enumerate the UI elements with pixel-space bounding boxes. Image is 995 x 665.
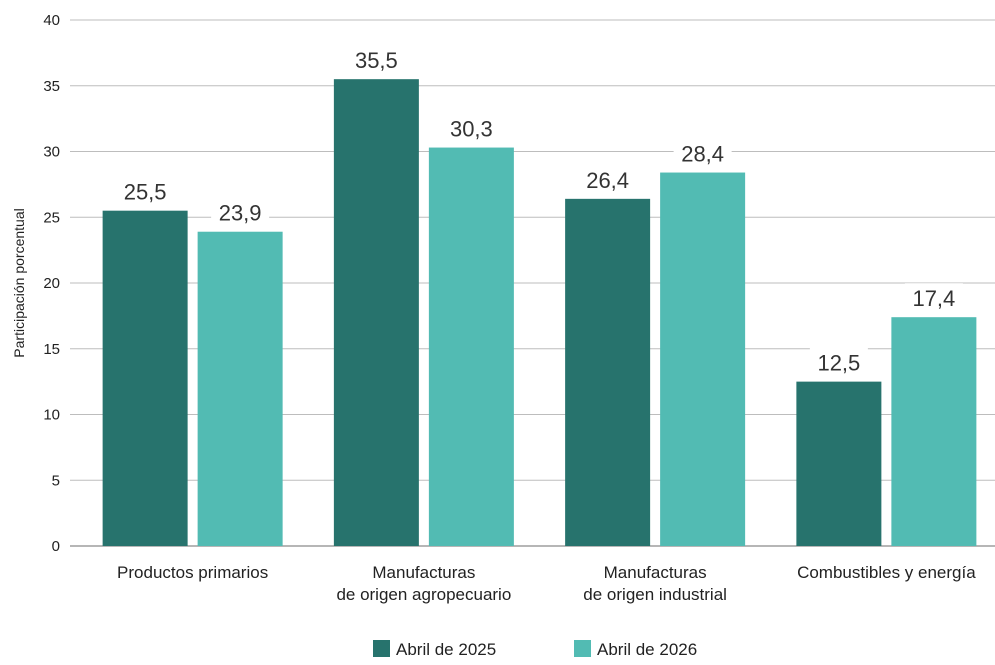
y-tick-label: 10 [43, 407, 60, 424]
category-label: Manufacturas [604, 563, 707, 582]
category-label: Productos primarios [117, 563, 268, 582]
bar-series-1 [796, 381, 882, 546]
bar-series-1 [333, 79, 419, 547]
legend-swatch [373, 640, 390, 657]
data-label: 30,3 [450, 117, 493, 142]
legend: Abril de 2025 Abril de 2026 [373, 640, 697, 659]
y-tick-label: 0 [52, 538, 60, 555]
x-axis-categories: Productos primarios Manufacturas de origen… [117, 563, 976, 604]
data-label-background [578, 164, 637, 193]
data-label-background [442, 113, 501, 142]
category-label: Combustibles y energía [797, 563, 976, 582]
y-axis-ticks: 0 5 10 15 20 25 30 35 40 [43, 12, 60, 555]
bars [102, 79, 977, 547]
data-label-background [116, 176, 175, 205]
data-label: 28,4 [681, 142, 724, 167]
category-label: de origen agropecuario [336, 585, 511, 604]
data-label-background [211, 197, 270, 226]
data-label-background [904, 283, 963, 312]
category-label: Manufacturas [372, 563, 475, 582]
data-label: 12,5 [817, 351, 860, 376]
category-label: de origen industrial [583, 585, 727, 604]
bar-series-2 [197, 231, 283, 546]
bar-series-1 [565, 198, 651, 546]
y-tick-label: 25 [43, 209, 60, 226]
data-label: 17,4 [912, 286, 955, 311]
data-label: 23,9 [219, 201, 262, 226]
data-label-background [347, 45, 406, 74]
data-label: 25,5 [124, 180, 167, 205]
y-tick-label: 30 [43, 144, 60, 161]
y-tick-label: 5 [52, 472, 60, 489]
y-axis-label: Participación porcentual [11, 208, 27, 357]
bar-series-2 [428, 147, 514, 546]
legend-label: Abril de 2025 [396, 640, 496, 659]
legend-label: Abril de 2026 [597, 640, 697, 659]
y-tick-label: 40 [43, 12, 60, 29]
data-label-background [809, 347, 868, 376]
legend-swatch [574, 640, 591, 657]
bar-series-1 [102, 210, 188, 547]
data-labels: 25,5 23,9 35,5 30,3 26,4 28,4 12,5 17,4 [116, 45, 963, 376]
bar-series-2 [891, 317, 977, 546]
data-label: 26,4 [586, 168, 629, 193]
y-tick-label: 35 [43, 78, 60, 95]
data-label: 35,5 [355, 48, 398, 73]
y-tick-label: 20 [43, 275, 60, 292]
bar-series-2 [660, 172, 746, 547]
data-label-background [673, 138, 732, 167]
y-tick-label: 15 [43, 341, 60, 358]
